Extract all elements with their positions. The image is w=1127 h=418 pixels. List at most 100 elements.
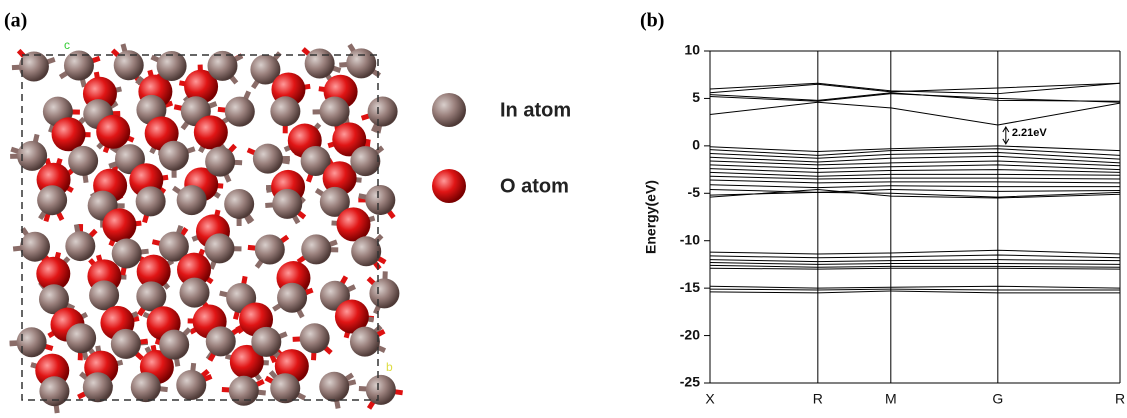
o-atom <box>336 207 371 242</box>
y-tick-label: -15 <box>680 279 700 295</box>
o-atom <box>193 115 228 150</box>
band <box>709 145 1121 153</box>
annotation: 2.21eV <box>1012 127 1048 139</box>
in-atom <box>251 326 282 357</box>
band <box>709 285 1121 289</box>
in-atom <box>110 328 141 359</box>
o-atom <box>229 344 264 379</box>
in-atom <box>349 326 380 357</box>
o-atom <box>51 117 86 152</box>
x-tick-label: R <box>1115 391 1125 407</box>
in-atom <box>319 186 350 217</box>
in-atom <box>319 371 350 402</box>
in-atom <box>369 278 400 309</box>
band <box>709 168 1121 173</box>
band <box>709 290 1120 294</box>
x-tick-label: G <box>992 391 1003 407</box>
y-tick-label: 10 <box>684 42 700 58</box>
o-atom <box>322 161 357 196</box>
band <box>709 148 1121 156</box>
band <box>709 191 1121 198</box>
in-atom <box>205 326 236 357</box>
in-atom <box>130 372 161 403</box>
band <box>709 262 1121 265</box>
band <box>709 179 1121 184</box>
in-atom <box>351 236 382 267</box>
band <box>709 188 1121 199</box>
legend-swatch <box>432 169 466 203</box>
unit-cell <box>21 54 379 401</box>
y-tick-label: 0 <box>692 137 700 153</box>
o-atom <box>176 252 211 287</box>
in-atom <box>250 54 281 85</box>
in-atom <box>270 96 301 127</box>
o-atom <box>96 114 131 149</box>
band <box>709 155 1121 164</box>
band <box>709 164 1121 171</box>
in-atom <box>136 281 167 312</box>
in-atom <box>299 323 330 354</box>
in-atom <box>252 143 283 174</box>
band <box>709 92 1121 102</box>
x-tick-label: X <box>705 391 715 407</box>
in-atom <box>207 50 238 81</box>
panel-label: (b) <box>640 10 664 32</box>
in-atom <box>111 238 142 269</box>
in-atom <box>350 146 381 177</box>
o-atom <box>136 254 171 289</box>
y-tick-label: -10 <box>680 231 700 247</box>
in-atom <box>65 231 96 262</box>
band <box>709 254 1121 259</box>
o-atom <box>332 122 367 157</box>
in-atom <box>176 370 207 401</box>
in-atom <box>301 234 332 265</box>
o-atom <box>102 208 137 243</box>
x-tick-label: R <box>813 391 823 407</box>
arrow-head <box>1002 126 1010 145</box>
in-atom <box>19 231 50 262</box>
in-atom <box>39 376 70 407</box>
in-atom <box>277 282 308 313</box>
band <box>709 82 1121 95</box>
in-atom <box>89 280 120 311</box>
in-atom <box>365 185 396 216</box>
band <box>709 288 1120 291</box>
in-atom <box>270 373 301 404</box>
band <box>709 101 1121 126</box>
band <box>709 184 1120 189</box>
panel-label: (a) <box>4 10 27 32</box>
y-tick-label: 5 <box>692 89 700 105</box>
in-atom <box>179 277 210 308</box>
in-atom <box>37 185 68 216</box>
in-atom <box>63 50 94 81</box>
in-atom <box>204 233 235 264</box>
band <box>709 160 1121 167</box>
in-atom <box>224 96 255 127</box>
in-atom <box>254 234 285 265</box>
legend-label: O atom <box>500 175 569 197</box>
in-atom <box>365 374 396 405</box>
o-atom <box>334 299 369 334</box>
axis-label: b <box>386 360 393 374</box>
band <box>709 151 1121 160</box>
band <box>709 267 1121 270</box>
band <box>709 82 1121 94</box>
band <box>709 175 1121 180</box>
in-atom <box>82 372 113 403</box>
in-atom <box>367 96 398 127</box>
legend-label: In atom <box>500 99 571 121</box>
in-atom <box>346 48 377 79</box>
band <box>709 188 1121 193</box>
in-atom <box>66 323 97 354</box>
in-atom <box>135 186 166 217</box>
band <box>709 259 1121 263</box>
y-tick-label: -25 <box>680 374 700 390</box>
in-atom <box>113 50 144 81</box>
legend-swatch <box>432 93 466 127</box>
in-atom <box>224 188 255 219</box>
in-atom <box>228 375 259 406</box>
in-atom <box>300 145 331 176</box>
crystal-structure <box>9 43 403 414</box>
in-atom <box>38 284 69 315</box>
in-atom <box>205 146 236 177</box>
